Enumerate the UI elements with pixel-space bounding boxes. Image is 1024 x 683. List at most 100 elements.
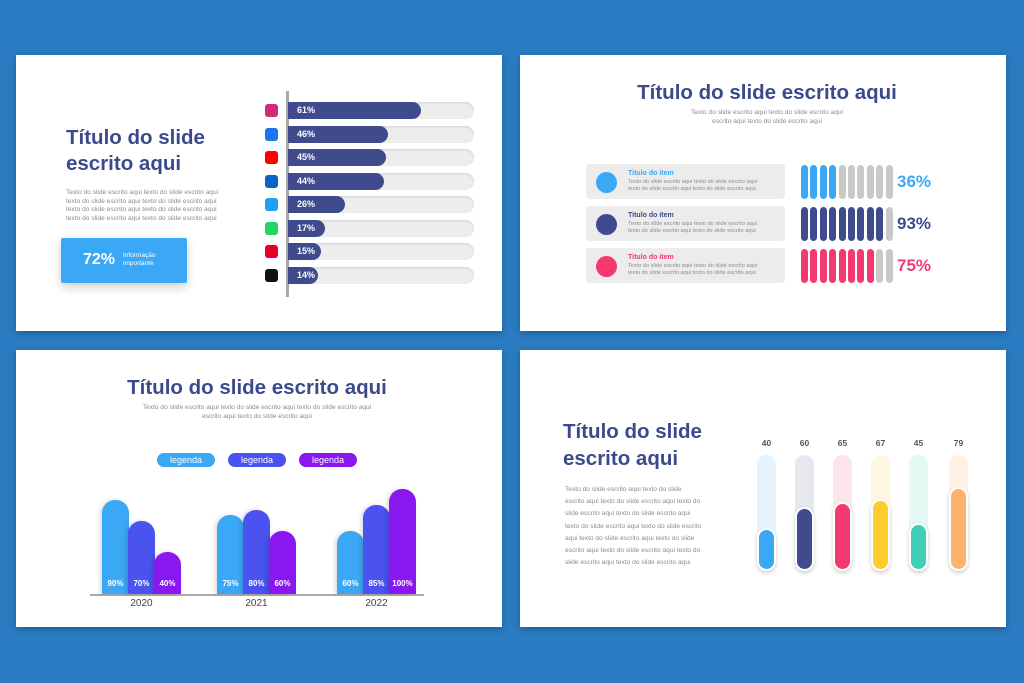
item-title: Titulo do item [628, 170, 674, 177]
progress-segment [801, 249, 808, 283]
slide4-title-line1: Título do slide [563, 420, 702, 443]
bar-track [288, 266, 474, 284]
progress-segment [829, 165, 837, 199]
bar-value-label: 80% [248, 579, 265, 588]
bar-value-label: 75% [222, 579, 239, 588]
progress-segment [819, 207, 827, 241]
slide2-body: Texto do slide escrito aqui texto do sli… [520, 109, 1006, 126]
bar [288, 149, 386, 166]
highlight-box: 72% Informação importante [61, 238, 187, 283]
bar [288, 125, 389, 143]
slide4-body-line: escrito aqui texto do slide escrito aqui… [565, 547, 701, 555]
facebook-icon [265, 127, 278, 141]
bar-value-label: 100% [392, 579, 413, 588]
slide-vertical-progress: Título do slide escrito aqui Texto do sl… [520, 350, 1006, 627]
progress-segment [885, 249, 893, 283]
bar-value-label: 70% [133, 579, 150, 588]
highlight-label-line2: importante [123, 260, 154, 267]
progress-segment [885, 207, 893, 241]
instagram-icon [265, 104, 278, 117]
bar [288, 219, 325, 237]
progress-fill [757, 528, 776, 571]
slide-grouped-bars: Título do slide escrito aqui Texto do sl… [16, 350, 502, 627]
progress-segment [866, 165, 874, 199]
progress-segment [876, 165, 884, 199]
value-label: 60 [799, 438, 810, 448]
progress-segment [810, 249, 818, 283]
value-label: 79 [953, 438, 964, 448]
slide1-title-line2: escrito aqui [66, 152, 182, 175]
progress-segment [848, 165, 855, 199]
item-text: Texto do slide escrito aqui texto do sli… [628, 179, 758, 185]
slide4-body-line: escrito aqui texto do slide escrito aqui… [565, 498, 701, 506]
bar-value-label: 60% [274, 579, 291, 588]
value-label: 67 [875, 438, 886, 448]
item-dot [596, 256, 617, 277]
progress-segment [838, 165, 846, 199]
progress-fill [833, 501, 852, 571]
slide4-body: Texto do slide escrito aqui texto do sli… [565, 484, 701, 569]
bar-value-label: 15% [297, 246, 316, 256]
item-text: texto do slide escrito aqui texto do sli… [628, 186, 756, 192]
bar-value-label: 90% [107, 579, 124, 588]
slide1-body: Texto do slide escrito aqui texto do sli… [66, 189, 218, 223]
slide4-body-line: aqui texto do slide escrito aqui texto d… [565, 534, 695, 542]
bar [269, 531, 296, 594]
twitter-icon [265, 198, 278, 211]
slide3-body-line: Texto do slide escrito aqui texto do sli… [142, 404, 372, 411]
item-text: Texto do slide escrito aqui texto do sli… [628, 221, 758, 227]
bar-value-label: 85% [368, 579, 385, 588]
progress-value: 75% [897, 256, 932, 275]
youtube-icon [265, 151, 278, 164]
progress-segment [829, 207, 837, 241]
progress-segment [819, 249, 827, 283]
progress-segment [885, 165, 893, 199]
bar [389, 489, 416, 594]
item-card: Titulo do item Texto do slide escrito aqu… [586, 206, 785, 241]
item-card: Titulo do item Texto do slide escrito aqu… [586, 164, 785, 199]
value-label: 40 [761, 438, 772, 448]
slide4-title: Título do slide escrito aqui [563, 418, 702, 472]
item-title: Titulo do item [628, 212, 674, 219]
legend-item: legenda [299, 453, 357, 467]
axis-line [286, 91, 289, 297]
slide3-body-line: escrito aqui texto do slide escrito aqui [202, 412, 312, 420]
progress-segment [801, 165, 808, 199]
slide4-body-line: slide escrito aqui texto do slide escrit… [565, 510, 691, 518]
value-label: 65 [837, 438, 848, 448]
bar-track [288, 219, 474, 237]
slide1-title-line1: Título do slide [66, 126, 205, 149]
slide1-body-line: Texto do slide escrito aqui texto do sli… [66, 189, 219, 196]
item-text: texto do slide escrito aqui texto do sli… [628, 270, 756, 276]
slide3-title: Título do slide escrito aqui [127, 376, 387, 399]
bar [217, 515, 244, 594]
progress-segment [819, 165, 827, 199]
highlight-value: 72% [83, 251, 116, 268]
bar [288, 172, 384, 190]
bar [363, 504, 390, 594]
slide1-body-line: texto do slide escrito aqui texto do sli… [66, 206, 217, 214]
bar [154, 552, 181, 594]
progress-fill [909, 522, 928, 571]
value-label: 45 [913, 438, 924, 448]
bar-value-label: 46% [297, 128, 316, 139]
slide1-title: Título do slide escrito aqui [66, 125, 205, 177]
bar-value-label: 60% [342, 579, 359, 588]
bar [288, 266, 319, 284]
progress-segment [876, 207, 884, 241]
bar [102, 499, 129, 594]
bar [337, 531, 364, 594]
category-label: 2022 [365, 598, 388, 609]
slide1-body-line: texto do slide escrito aqui texto do sli… [66, 214, 217, 222]
progress-segment [866, 207, 874, 241]
progress-value: 36% [897, 172, 932, 191]
slide2-body-line: Texto do slide escrito aqui texto do sli… [690, 109, 844, 116]
progress-value: 93% [897, 214, 932, 233]
progress-segment [848, 207, 855, 241]
progress-fill [949, 486, 968, 571]
bar-value-label: 40% [159, 579, 176, 588]
progress-segment [857, 249, 865, 283]
progress-segment [857, 165, 865, 199]
slide4-title-line2: escrito aqui [563, 447, 679, 470]
progress-segment [876, 249, 884, 283]
